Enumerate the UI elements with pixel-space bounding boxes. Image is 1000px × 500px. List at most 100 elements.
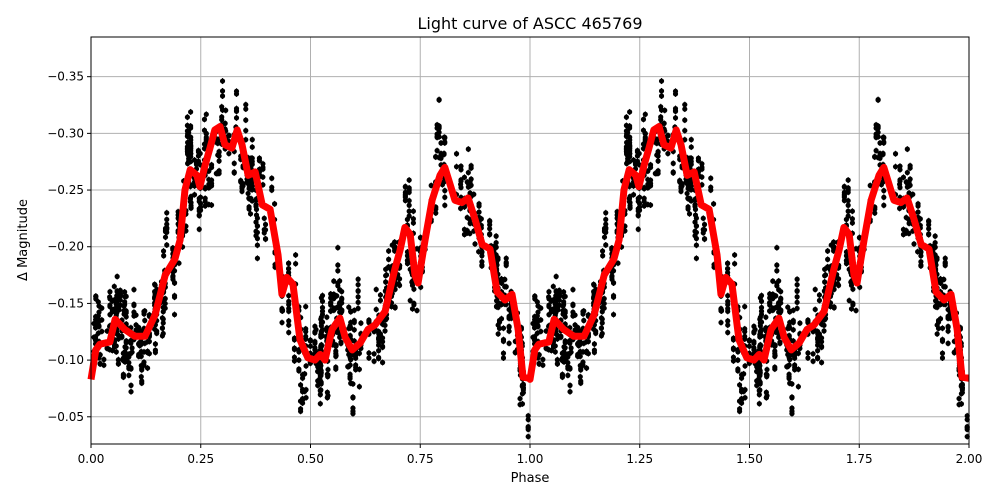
data-point: [532, 314, 538, 320]
data-point: [331, 291, 337, 297]
data-point: [926, 226, 932, 232]
data-point: [318, 334, 324, 340]
data-point: [133, 322, 139, 328]
data-point: [746, 337, 752, 343]
data-point: [627, 148, 633, 154]
data-point: [186, 156, 192, 162]
data-point: [383, 279, 389, 285]
data-point: [730, 354, 737, 360]
data-point: [107, 289, 113, 295]
data-point: [350, 381, 356, 387]
data-point: [353, 367, 359, 373]
data-point: [279, 319, 285, 326]
data-point: [873, 148, 879, 154]
data-point: [577, 374, 583, 380]
data-point: [184, 114, 191, 120]
data-point: [312, 330, 318, 336]
data-point: [441, 134, 447, 141]
data-point: [736, 406, 743, 412]
data-point: [355, 299, 361, 305]
data-point: [339, 295, 345, 301]
data-point: [735, 366, 741, 372]
data-point: [661, 120, 667, 126]
data-point: [546, 296, 552, 302]
data-point: [818, 335, 825, 341]
data-point: [126, 372, 132, 378]
data-point: [560, 303, 566, 309]
data-point: [725, 301, 731, 308]
data-point: [493, 233, 499, 239]
data-point: [296, 357, 302, 363]
data-point: [373, 286, 379, 293]
data-point: [875, 97, 881, 103]
data-point: [540, 362, 546, 368]
data-point: [685, 206, 691, 212]
data-point: [815, 348, 821, 354]
data-point: [593, 328, 599, 334]
data-point: [627, 109, 633, 115]
data-point: [216, 158, 222, 164]
data-point: [442, 188, 448, 194]
data-point: [942, 255, 948, 261]
data-point: [812, 286, 818, 293]
data-point: [572, 327, 578, 333]
data-point: [458, 163, 464, 169]
data-point: [254, 255, 261, 261]
data-point: [672, 108, 679, 114]
data-point: [778, 295, 784, 301]
data-point: [128, 389, 134, 395]
data-point: [131, 302, 137, 308]
data-point: [286, 318, 292, 324]
data-point: [164, 242, 170, 248]
data-point: [312, 323, 318, 329]
data-point: [736, 382, 743, 388]
data-point: [911, 241, 917, 247]
data-point: [692, 202, 698, 208]
data-point: [774, 268, 780, 274]
data-point: [433, 210, 439, 216]
data-point: [904, 146, 910, 152]
data-point: [436, 97, 442, 103]
data-point: [525, 425, 531, 431]
data-point: [575, 353, 581, 359]
data-point: [104, 345, 110, 351]
data-point: [625, 129, 631, 136]
data-point: [575, 341, 581, 347]
data-point: [126, 353, 132, 359]
data-point: [231, 169, 237, 175]
data-point: [297, 382, 304, 388]
data-point: [453, 164, 460, 170]
data-point: [937, 280, 944, 286]
data-point: [96, 309, 102, 315]
data-point: [678, 181, 684, 187]
data-point: [498, 276, 505, 282]
data-point: [939, 350, 946, 356]
data-point: [202, 195, 208, 201]
data-point: [543, 328, 549, 334]
data-point: [892, 164, 899, 170]
data-point: [331, 307, 337, 313]
data-point: [503, 255, 509, 261]
data-point: [96, 317, 102, 323]
data-point: [776, 300, 782, 307]
data-point: [821, 328, 827, 334]
data-point: [138, 374, 144, 380]
data-point: [434, 131, 440, 137]
data-point: [126, 360, 132, 366]
data-point: [120, 350, 127, 356]
data-point: [693, 255, 700, 261]
data-point: [410, 208, 416, 214]
data-point: [318, 387, 324, 393]
data-point: [841, 183, 847, 190]
data-point: [603, 210, 609, 216]
data-point: [373, 306, 379, 313]
data-point: [692, 228, 698, 234]
data-point: [786, 354, 792, 360]
data-point: [406, 202, 412, 208]
data-point: [738, 375, 745, 381]
data-point: [546, 312, 552, 318]
data-point: [291, 358, 298, 364]
data-point: [567, 382, 573, 388]
data-point: [758, 308, 765, 314]
data-point: [583, 365, 590, 371]
